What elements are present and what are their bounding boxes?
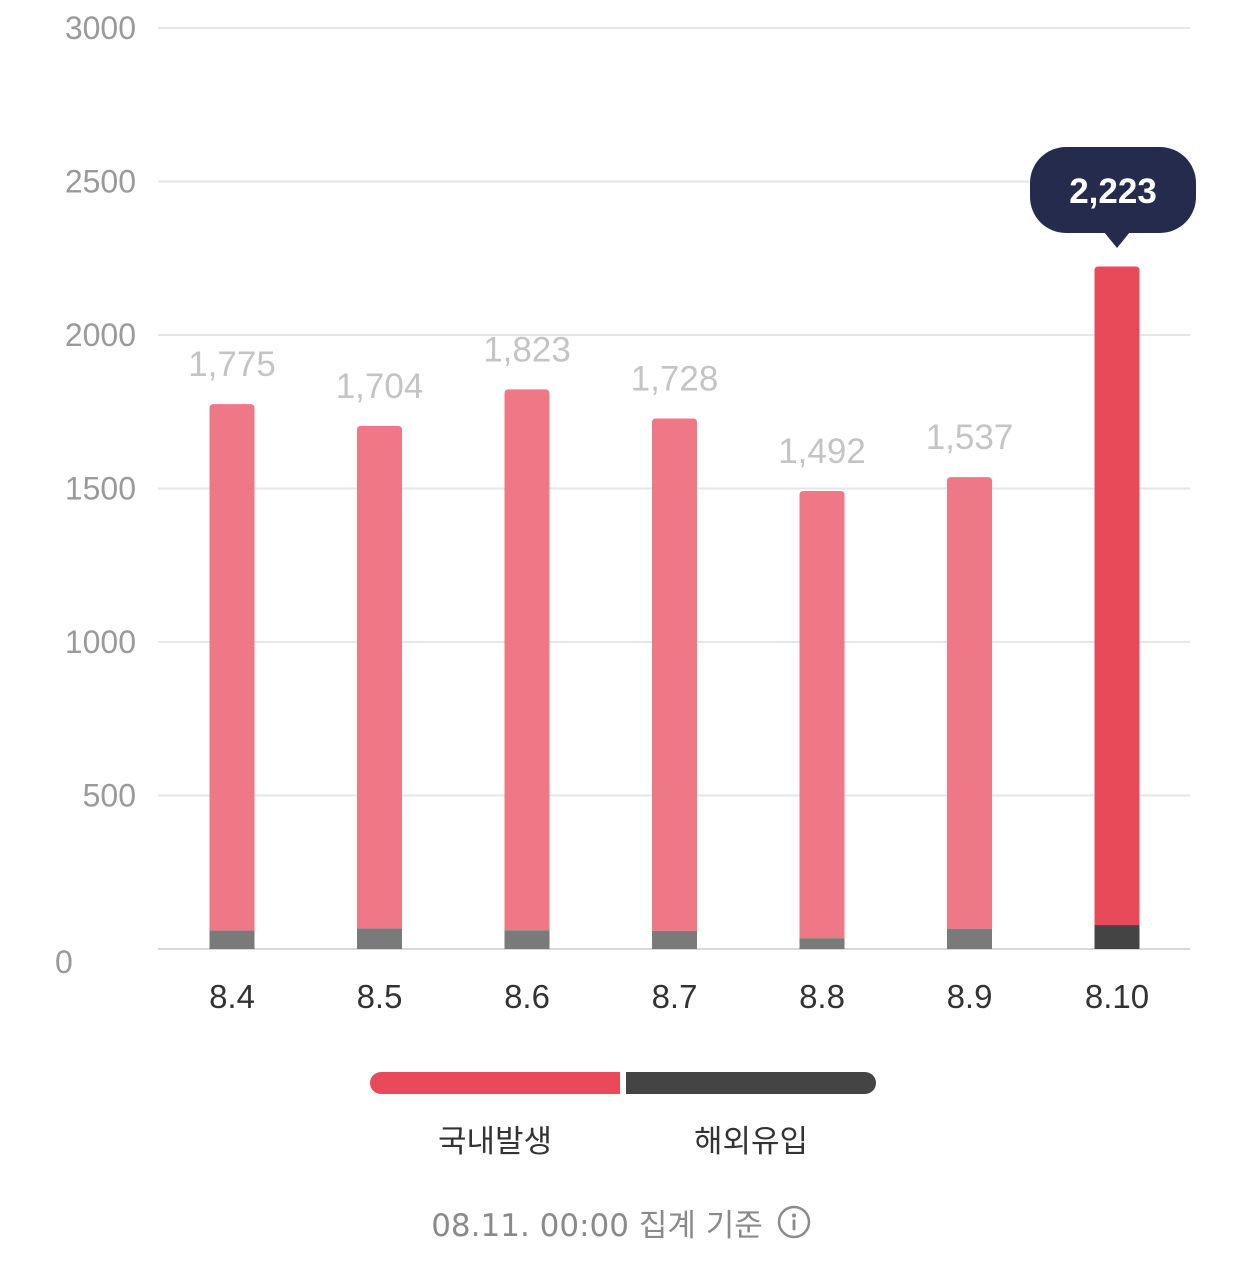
- footer: 08.11. 00:00 집계 기준: [0, 1196, 1242, 1248]
- bar-imported: [357, 928, 402, 949]
- bar-domestic: [799, 490, 845, 939]
- chart-svg: 0 500 1000 1500 2000 2500 3000 8.4 1,775 8.5 1,704…: [55, 10, 1196, 1015]
- legend-label-domestic: 국내발생: [437, 1124, 553, 1160]
- legend: 국내발생 해외유입: [370, 1072, 876, 1172]
- data-label: 1,775: [188, 345, 276, 384]
- data-label: 1,728: [631, 360, 719, 399]
- data-label: 1,823: [483, 330, 571, 369]
- bar-domestic: [209, 404, 255, 931]
- legend-swatch-domestic: [370, 1072, 620, 1094]
- bar-imported: [947, 928, 992, 949]
- bar-imported: [1094, 925, 1140, 949]
- x-tick-label: 8.9: [947, 978, 993, 1015]
- data-label: 1,537: [926, 418, 1014, 457]
- data-label: 1,492: [778, 432, 866, 471]
- bar-domestic: [947, 477, 992, 929]
- x-tick-label: 8.6: [504, 978, 550, 1015]
- legend-label-imported: 해외유입: [693, 1124, 809, 1160]
- y-tick-label: 500: [83, 778, 136, 814]
- bar-domestic: [1094, 266, 1140, 926]
- tooltip-pointer: [1104, 232, 1130, 248]
- bar-chart: 0 500 1000 1500 2000 2500 3000 8.4 1,775 8.5 1,704…: [55, 10, 1196, 1015]
- x-tick-label: 8.7: [652, 978, 698, 1015]
- bar-imported: [209, 930, 255, 949]
- bar-domestic: [504, 389, 550, 931]
- y-tick-label: 0: [55, 944, 73, 980]
- bar-domestic: [652, 418, 697, 931]
- tooltip-bubble: [1030, 147, 1196, 233]
- x-tick-label: 8.8: [799, 978, 845, 1015]
- legend-item-domestic[interactable]: 국내발생: [370, 1072, 620, 1172]
- legend-item-imported[interactable]: 해외유입: [626, 1072, 876, 1172]
- bar-imported: [504, 930, 550, 949]
- bar-imported: [799, 938, 845, 949]
- bar-domestic: [357, 425, 402, 929]
- x-tick-label: 8.5: [357, 978, 403, 1015]
- y-tick-label: 1000: [65, 624, 136, 660]
- legend-swatch-imported: [626, 1072, 876, 1094]
- tooltip-value: 2,223: [1069, 172, 1157, 211]
- x-tick-label: 8.4: [209, 978, 255, 1015]
- y-tick-label: 1500: [65, 471, 136, 507]
- info-icon[interactable]: [777, 1205, 811, 1239]
- y-tick-label: 2500: [65, 164, 136, 200]
- bar-imported: [652, 930, 697, 949]
- x-tick-label: 8.10: [1085, 978, 1149, 1015]
- y-tick-label: 2000: [65, 317, 136, 353]
- footer-timestamp: 08.11. 00:00 집계 기준: [431, 1207, 763, 1244]
- data-label: 1,704: [336, 367, 424, 406]
- y-tick-label: 3000: [65, 10, 136, 46]
